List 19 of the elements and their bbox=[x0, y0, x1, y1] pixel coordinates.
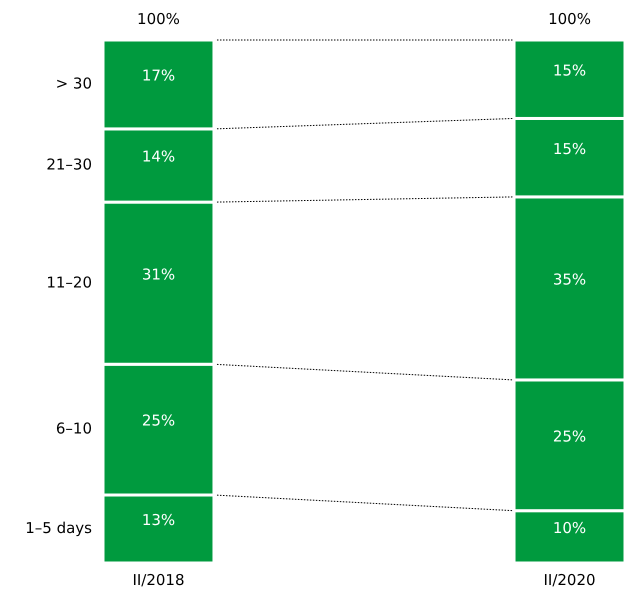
data-label: 15% bbox=[552, 140, 586, 158]
total-label: 100% bbox=[137, 10, 180, 28]
data-label: 17% bbox=[142, 66, 176, 85]
data-label: 15% bbox=[552, 61, 586, 80]
data-label: 35% bbox=[552, 270, 586, 289]
x-tick-label: II/2018 bbox=[132, 571, 185, 589]
series-label: 21–30 bbox=[46, 156, 92, 174]
series-label: > 30 bbox=[56, 74, 92, 93]
series-label: 1–5 days bbox=[25, 519, 92, 538]
total-label: 100% bbox=[548, 10, 591, 28]
series-label: 6–10 bbox=[56, 420, 92, 438]
data-label: 10% bbox=[552, 518, 586, 537]
x-tick-label: II/2020 bbox=[543, 571, 596, 589]
data-label: 31% bbox=[142, 265, 176, 284]
data-label: 25% bbox=[142, 412, 176, 430]
data-label: 13% bbox=[142, 511, 176, 530]
series-label: 11–20 bbox=[46, 273, 92, 292]
data-label: 25% bbox=[552, 427, 586, 446]
data-label: 14% bbox=[142, 148, 176, 166]
